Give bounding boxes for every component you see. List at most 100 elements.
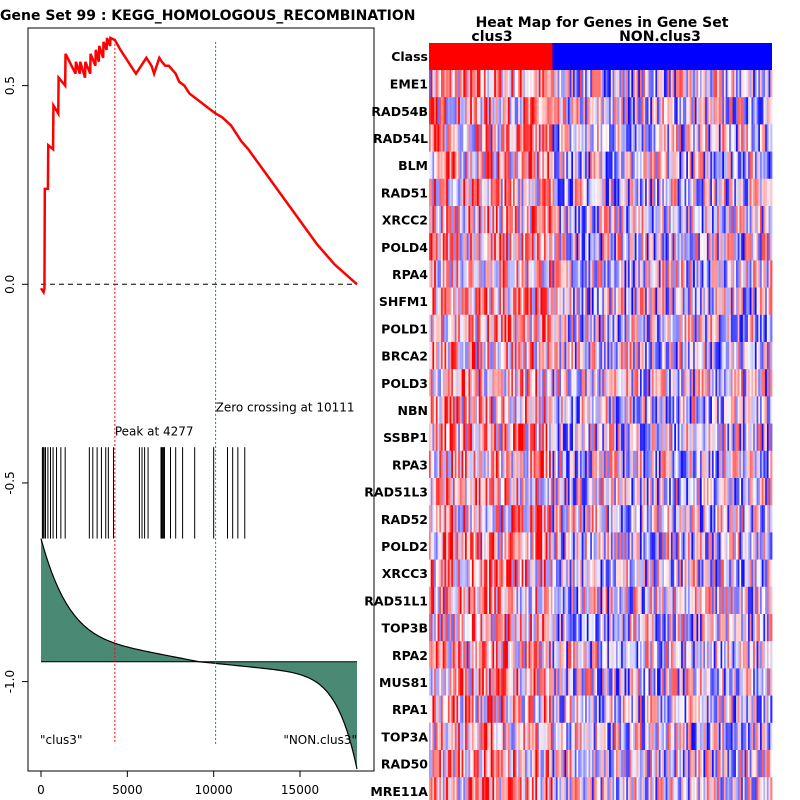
heat-cell <box>655 369 658 397</box>
heat-cell <box>629 233 632 261</box>
heat-cell <box>746 342 749 370</box>
heat-cell <box>591 532 595 560</box>
heat-cell <box>593 614 596 642</box>
heat-cell <box>473 532 476 560</box>
heat-cell <box>434 342 437 370</box>
heat-cell <box>586 287 589 316</box>
heat-cell <box>449 505 452 533</box>
heat-cell <box>723 206 727 234</box>
heat-cell <box>530 70 533 98</box>
heat-cell <box>686 450 689 479</box>
heat-cell <box>677 151 680 180</box>
heat-cell <box>555 178 559 207</box>
heat-cell <box>492 97 495 125</box>
heat-cell <box>475 314 478 343</box>
heat-cell <box>758 396 761 424</box>
heat-cell <box>627 151 631 180</box>
heat-cell <box>461 314 464 343</box>
heat-cell <box>554 641 557 669</box>
heat-cell <box>509 124 512 152</box>
heat-cell <box>585 559 588 588</box>
heat-cell <box>612 70 615 98</box>
heat-cell <box>441 478 444 506</box>
heat-cell <box>615 314 619 343</box>
heat-cell <box>451 614 454 642</box>
heat-cell <box>725 287 728 316</box>
heat-cell <box>636 124 639 152</box>
heat-cell <box>739 124 742 152</box>
heat-cell <box>567 423 571 452</box>
heat-cell <box>669 206 672 234</box>
heat-cell <box>478 668 481 696</box>
heat-cell <box>461 260 464 288</box>
heat-cell <box>542 70 545 98</box>
heat-cell <box>485 206 488 234</box>
heat-cell <box>705 260 708 288</box>
heat-cell <box>451 423 454 452</box>
heat-cell <box>509 260 512 288</box>
heat-cell <box>658 233 661 261</box>
heat-cell <box>473 151 476 180</box>
heat-cell <box>446 505 449 533</box>
heat-cell <box>590 314 593 343</box>
heat-cell <box>655 342 658 370</box>
heat-cell <box>650 641 653 669</box>
heat-cell <box>621 260 624 288</box>
heat-cell <box>687 614 691 642</box>
heat-cell <box>651 423 655 452</box>
heat-cell <box>502 206 505 234</box>
heat-cell <box>521 450 524 479</box>
heat-cell <box>559 369 562 397</box>
heat-cell <box>681 206 684 234</box>
heat-cell <box>447 559 450 588</box>
heat-cell <box>626 314 629 343</box>
heat-cell <box>597 206 600 234</box>
heat-cell <box>612 369 615 397</box>
heat-cell <box>492 505 495 533</box>
heat-cell <box>679 97 682 125</box>
heat-cell <box>636 178 639 207</box>
heat-cell <box>475 124 478 152</box>
heat-cell <box>449 178 452 207</box>
heat-cell <box>691 233 694 261</box>
heat-cell <box>626 450 629 479</box>
heat-cell <box>567 70 571 98</box>
heat-cell <box>687 668 691 696</box>
heat-cell <box>451 287 454 316</box>
heat-cell <box>610 614 613 642</box>
heat-cell <box>451 233 454 261</box>
heat-cell <box>597 124 600 152</box>
heat-cell <box>684 423 687 452</box>
heat-cell <box>470 641 473 669</box>
heat-cell <box>437 695 440 724</box>
heat-cell <box>483 668 486 696</box>
heat-cell <box>609 641 612 669</box>
heat-cell <box>730 641 733 669</box>
heat-cell <box>497 450 500 479</box>
heat-cell <box>447 396 450 424</box>
heat-cell <box>531 287 535 316</box>
heat-cell <box>718 396 721 424</box>
heat-cell <box>456 423 459 452</box>
heat-cell <box>477 586 480 615</box>
heat-cell <box>665 342 668 370</box>
heat-cell <box>689 369 692 397</box>
heat-cell <box>626 396 629 424</box>
heat-cell <box>758 369 761 397</box>
heat-cell <box>480 695 483 724</box>
heat-cell <box>715 668 718 696</box>
heat-cell <box>761 206 764 234</box>
heat-cell <box>567 478 571 506</box>
heat-cell <box>446 124 449 152</box>
heat-cell <box>634 70 637 98</box>
heat-cell <box>528 668 531 696</box>
heat-cell <box>569 695 572 724</box>
heat-cell <box>761 178 764 207</box>
heat-cell <box>665 151 668 180</box>
heat-cell <box>727 260 730 288</box>
heat-cell <box>667 614 670 642</box>
heat-cell <box>492 614 495 642</box>
heat-cell <box>478 97 481 125</box>
heat-cell <box>675 260 679 288</box>
heat-cell <box>597 260 600 288</box>
